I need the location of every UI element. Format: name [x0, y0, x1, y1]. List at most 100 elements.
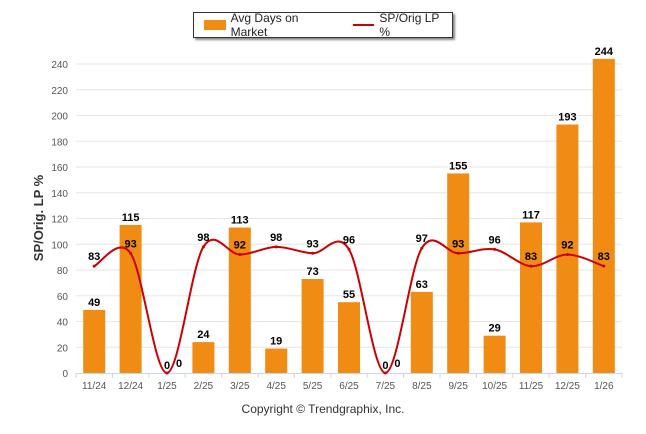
bar — [483, 335, 506, 373]
line-data-label: 98 — [197, 232, 209, 244]
bar-data-label: 117 — [522, 209, 540, 221]
bar-data-label: 24 — [197, 329, 210, 341]
legend-bar-label: Avg Days on Market — [230, 11, 299, 39]
y-tick-label: 200 — [51, 112, 68, 123]
bar-data-labels: 49 115 0 24 113 19 73 55 0 63 155 29 117 193 244 — [88, 46, 614, 372]
bar-data-label: 193 — [558, 112, 576, 124]
line-data-label: 92 — [561, 240, 573, 252]
bar — [556, 124, 579, 373]
line-data-label: 92 — [234, 240, 246, 252]
line-point — [529, 264, 533, 268]
x-tick-label: 2/25 — [194, 381, 214, 392]
bar — [338, 302, 360, 373]
x-tick-label: 1/25 — [157, 381, 177, 392]
line-point — [165, 371, 169, 375]
line-point — [201, 245, 205, 249]
bar-data-label: 0 — [164, 360, 170, 372]
x-tick-label: 7/25 — [376, 381, 396, 392]
y-tick-label: 100 — [51, 240, 68, 251]
line-point — [456, 251, 460, 255]
x-tick-label: 3/25 — [230, 381, 250, 392]
x-tick-label: 11/25 — [519, 381, 544, 392]
bar-data-label: 244 — [595, 46, 614, 58]
bar-series — [83, 58, 615, 373]
bar — [119, 224, 142, 373]
bar-data-label: 155 — [449, 160, 467, 172]
legend-bar-swatch — [204, 20, 226, 30]
bar — [228, 227, 251, 373]
y-tick-label: 120 — [51, 215, 68, 226]
line-point — [565, 253, 569, 257]
y-tick-label: 0 — [62, 369, 68, 380]
bar — [592, 58, 615, 373]
y-tick-label: 180 — [51, 137, 68, 148]
line-point — [311, 251, 315, 255]
bar — [265, 348, 288, 373]
y-axis-ticks: 0 20 40 60 80 100 120 140 160 180 200 220 240 — [51, 60, 68, 380]
bar — [83, 309, 106, 373]
y-tick-label: 80 — [57, 266, 69, 277]
x-axis: 11/24 12/24 1/25 2/25 3/25 4/25 5/25 6/25 7/25 8/… — [75, 373, 623, 392]
line-point — [347, 247, 351, 251]
line-point — [420, 246, 424, 250]
bar-data-label: 115 — [122, 212, 140, 224]
bar — [520, 222, 542, 373]
line-point — [383, 371, 387, 375]
x-tick-label: 6/25 — [339, 381, 359, 392]
bar-data-label: 0 — [382, 360, 388, 372]
line-data-label: 0 — [394, 358, 400, 370]
line-data-label: 0 — [176, 358, 182, 370]
x-tick-label: 4/25 — [266, 381, 286, 392]
line-point — [602, 264, 606, 268]
line-point — [238, 253, 242, 257]
line-data-label: 96 — [488, 234, 500, 246]
bar-data-label: 113 — [231, 215, 249, 227]
line-point — [274, 245, 278, 249]
y-tick-label: 220 — [51, 86, 68, 97]
line-data-label: 98 — [270, 232, 282, 244]
y-tick-label: 160 — [51, 163, 68, 174]
bar-data-label: 29 — [488, 323, 500, 335]
y-tick-label: 20 — [57, 343, 69, 354]
bar — [447, 173, 470, 373]
line-series — [92, 238, 606, 375]
bar — [192, 342, 215, 373]
line-data-label: 96 — [343, 234, 355, 246]
y-tick-label: 60 — [57, 292, 69, 303]
legend-line-swatch — [352, 24, 375, 26]
line-data-label: 93 — [124, 238, 136, 250]
x-tick-label: 10/25 — [482, 381, 507, 392]
line-data-labels: 83 93 0 98 92 98 93 96 0 97 93 96 83 92 83 — [88, 232, 610, 370]
x-tick-label: 12/24 — [118, 381, 143, 392]
bar-data-label: 19 — [270, 336, 282, 348]
line-data-label: 97 — [416, 233, 428, 245]
y-tick-label: 140 — [51, 189, 68, 200]
line-point — [493, 247, 497, 251]
x-tick-label: 5/25 — [303, 381, 323, 392]
y-axis-label: SP/Orig. LP % — [31, 174, 46, 261]
bar — [410, 291, 433, 373]
bar-data-label: 63 — [416, 279, 428, 291]
bar-data-label: 73 — [306, 266, 318, 278]
x-tick-label: 8/25 — [412, 381, 432, 392]
x-tick-label: 1/26 — [594, 381, 614, 392]
line-point — [129, 251, 133, 255]
grid-lines — [76, 63, 622, 348]
y-tick-label: 40 — [57, 318, 69, 329]
bar-data-label: 55 — [343, 289, 355, 301]
line-point — [92, 264, 96, 268]
y-tick-label: 240 — [51, 60, 68, 71]
legend: Avg Days on Market SP/Orig LP % — [193, 11, 453, 39]
line-data-label: 83 — [88, 251, 100, 263]
legend-line-label: SP/Orig LP % — [379, 11, 440, 39]
line-data-label: 93 — [306, 238, 318, 250]
copyright-text: Copyright © Trendgraphix, Inc. — [241, 402, 405, 416]
line-data-label: 83 — [525, 251, 537, 263]
bar — [301, 279, 324, 373]
bar-data-label: 49 — [88, 297, 100, 309]
x-tick-label: 11/24 — [82, 381, 107, 392]
x-tick-label: 12/25 — [555, 381, 580, 392]
line-data-label: 93 — [452, 238, 464, 250]
line-data-label: 83 — [598, 251, 610, 263]
